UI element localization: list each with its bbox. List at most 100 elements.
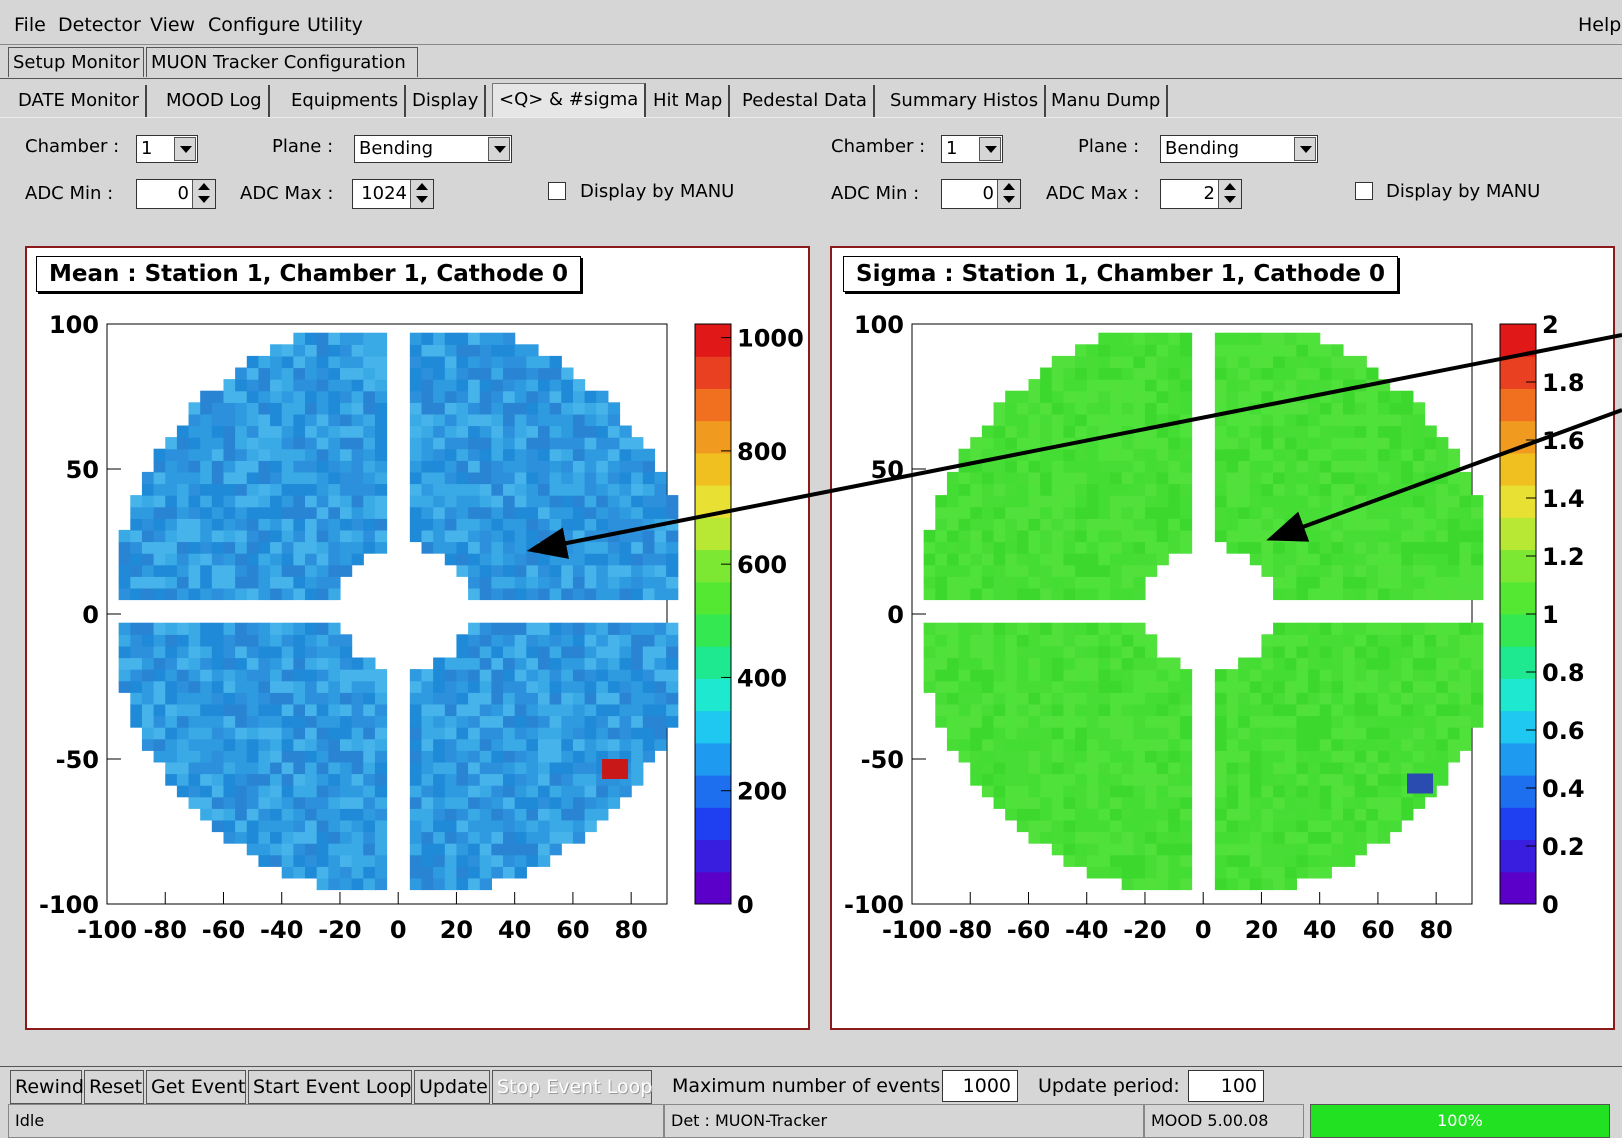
get-event-button[interactable]: Get Event — [146, 1070, 246, 1104]
heatmap-cell — [935, 518, 948, 531]
heatmap-cell — [1214, 680, 1228, 693]
heatmap-cell — [1144, 727, 1158, 740]
heatmap-cell — [1156, 506, 1169, 519]
plane-select[interactable]: Bending — [354, 135, 512, 163]
display-by-manu-checkbox[interactable] — [1355, 182, 1373, 200]
heatmap-cell — [1098, 796, 1111, 809]
heatmap-cell — [293, 785, 306, 798]
heatmap-cell — [1028, 390, 1041, 403]
heatmap-cell — [479, 866, 492, 879]
z-tick-label: 800 — [737, 438, 787, 466]
menu-help[interactable]: Help — [1578, 14, 1622, 36]
heatmap-cell — [235, 564, 248, 577]
tab-date-monitor[interactable]: DATE Monitor — [12, 85, 147, 117]
chevron-down-icon[interactable] — [979, 137, 1001, 161]
heatmap-cell — [1086, 703, 1099, 717]
z-tick-label: 0 — [1542, 891, 1559, 919]
spinner-arrows-icon[interactable] — [997, 180, 1020, 208]
heatmap-cell — [1296, 715, 1309, 728]
heatmap-cell — [1447, 727, 1461, 740]
tab-pedestal-data[interactable]: Pedestal Data — [736, 85, 875, 117]
adc-max-spinner[interactable]: 2 — [1160, 179, 1242, 209]
heatmap-cell — [176, 669, 190, 682]
heatmap-cell — [1249, 518, 1263, 531]
heatmap-cell — [514, 657, 527, 670]
stop-event-loop-button[interactable]: Stop Event Loop — [492, 1070, 652, 1104]
chevron-down-icon[interactable] — [1294, 137, 1316, 161]
heatmap-cell — [223, 692, 236, 705]
start-event-loop-button[interactable]: Start Event Loop — [248, 1070, 412, 1104]
spinner-arrows-icon[interactable] — [410, 180, 433, 208]
menu-view[interactable]: View — [150, 14, 196, 36]
heatmap-cell — [223, 831, 236, 844]
heatmap-cell — [258, 483, 271, 496]
heatmap-cell — [305, 553, 318, 566]
heatmap-cell — [235, 680, 248, 693]
tab-muon-tracker-configuration[interactable]: MUON Tracker Configuration — [146, 47, 418, 77]
heatmap-cell — [246, 425, 260, 438]
tab-hit-map[interactable]: Hit Map — [647, 85, 731, 117]
adc-max-spinner[interactable]: 1024 — [352, 179, 434, 209]
heatmap-cell — [1168, 703, 1181, 717]
chevron-down-icon[interactable] — [174, 137, 196, 161]
heatmap-cell — [1133, 553, 1146, 566]
heatmap-cell — [456, 773, 469, 786]
status-detector: Det : MUON-Tracker — [664, 1104, 1144, 1138]
spinner-arrows-icon[interactable] — [1218, 180, 1241, 208]
heatmap-cell — [351, 796, 364, 809]
reset-button[interactable]: Reset — [84, 1070, 144, 1104]
heatmap-cell — [281, 495, 294, 508]
heatmap-cell — [176, 750, 190, 763]
tab-q-sigma[interactable]: <Q> & #sigma — [492, 83, 647, 118]
heatmap-cell — [176, 471, 190, 485]
heatmap-cell — [1354, 495, 1367, 508]
max-events-input[interactable]: 1000 — [942, 1070, 1018, 1102]
heatmap-cell — [981, 506, 995, 519]
menu-detector[interactable]: Detector — [58, 14, 141, 36]
heatmap-cell — [1249, 866, 1263, 879]
tab-summary-histos[interactable]: Summary Histos — [884, 85, 1047, 117]
update-period-input[interactable]: 100 — [1188, 1070, 1264, 1102]
spinner-arrows-icon[interactable] — [192, 180, 215, 208]
tab-display[interactable]: Display — [406, 85, 487, 117]
heatmap-cell — [1389, 402, 1402, 415]
heatmap-cell — [572, 750, 586, 763]
heatmap-cell — [1028, 785, 1041, 798]
mean-plot-title: Mean : Station 1, Chamber 1, Cathode 0 — [36, 256, 582, 292]
display-by-manu-checkbox[interactable] — [548, 182, 566, 200]
heatmap-cell — [479, 355, 492, 369]
heatmap-cell — [421, 773, 434, 786]
tab-equipments[interactable]: Equipments — [285, 85, 407, 117]
heatmap-cell — [1308, 437, 1321, 450]
menu-file[interactable]: File — [14, 14, 46, 36]
tab-manu-dump[interactable]: Manu Dump — [1045, 85, 1169, 117]
heatmap-cell — [1028, 715, 1041, 728]
plane-select[interactable]: Bending — [1160, 135, 1318, 163]
heatmap-cell — [188, 727, 201, 740]
heatmap-cell — [584, 576, 597, 589]
rewind-button[interactable]: Rewind — [10, 1070, 84, 1104]
update-button[interactable]: Update — [414, 1070, 490, 1104]
heatmap-cell — [503, 634, 516, 647]
heatmap-cell — [409, 355, 423, 369]
heatmap-cell — [1075, 785, 1088, 798]
heatmap-cell — [165, 750, 178, 763]
menu-utility[interactable]: Utility — [307, 14, 363, 36]
adc-min-spinner[interactable]: 0 — [941, 179, 1021, 209]
resize-grip-icon[interactable] — [1610, 1104, 1622, 1138]
menu-configure[interactable]: Configure — [208, 14, 301, 36]
chamber-select[interactable]: 1 — [941, 135, 1003, 163]
heatmap-cell — [1261, 703, 1274, 717]
heatmap-cell — [409, 785, 423, 798]
heatmap-cell — [1319, 634, 1332, 647]
heatmap-cell — [444, 703, 458, 717]
heatmap-cell — [1273, 413, 1286, 427]
tab-setup-monitor[interactable]: Setup Monitor — [8, 47, 144, 77]
tab-mood-log[interactable]: MOOD Log — [160, 85, 270, 117]
chamber-select[interactable]: 1 — [136, 135, 198, 163]
chevron-down-icon[interactable] — [488, 137, 510, 161]
heatmap-cell — [514, 680, 527, 693]
adc-min-spinner[interactable]: 0 — [136, 179, 216, 209]
heatmap-cell — [1226, 808, 1239, 821]
heatmap-cell — [1342, 657, 1356, 670]
